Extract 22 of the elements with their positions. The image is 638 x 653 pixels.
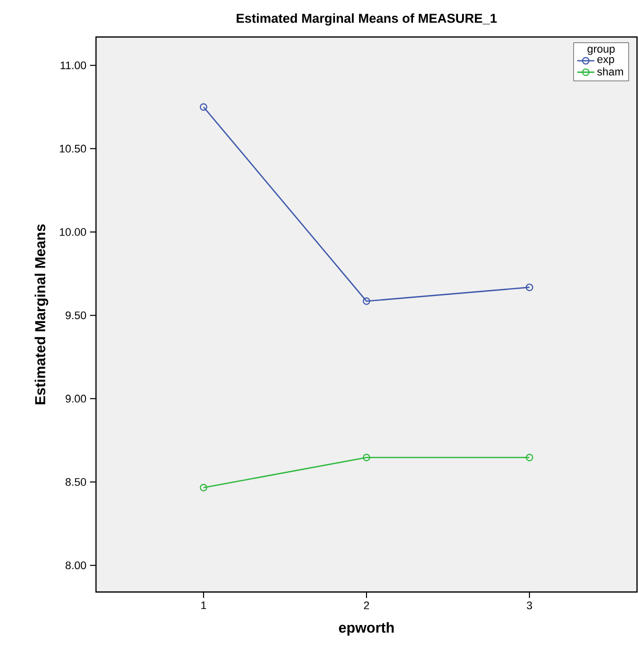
- point: [362, 297, 370, 305]
- point: [362, 454, 370, 462]
- y-tick-label: 8.00: [66, 561, 86, 570]
- y-tick-label: 10.00: [60, 228, 86, 236]
- y-axis-title: Estimated Marginal Means: [34, 224, 48, 404]
- y-tick-label: 9.00: [66, 394, 86, 403]
- legend-label: exp: [597, 57, 614, 66]
- point: [200, 484, 208, 492]
- point: [200, 103, 208, 111]
- y-tick-label: 9.50: [66, 311, 86, 320]
- x-tick-label: 1: [201, 602, 206, 610]
- legend-label: sham: [597, 67, 623, 76]
- point: [526, 284, 534, 292]
- x-tick-label: 2: [364, 602, 369, 610]
- y-tick-label: 10.50: [60, 144, 86, 153]
- x-tick-label: 3: [526, 602, 532, 610]
- y-tick-label: 11.00: [60, 61, 86, 70]
- y-tick-label: 8.50: [66, 478, 86, 486]
- point: [526, 454, 534, 462]
- legend-title: group: [588, 46, 615, 55]
- chart-title: Estimated Marginal Means of MEASURE_1: [236, 13, 497, 26]
- x-axis-title: epworth: [338, 622, 394, 636]
